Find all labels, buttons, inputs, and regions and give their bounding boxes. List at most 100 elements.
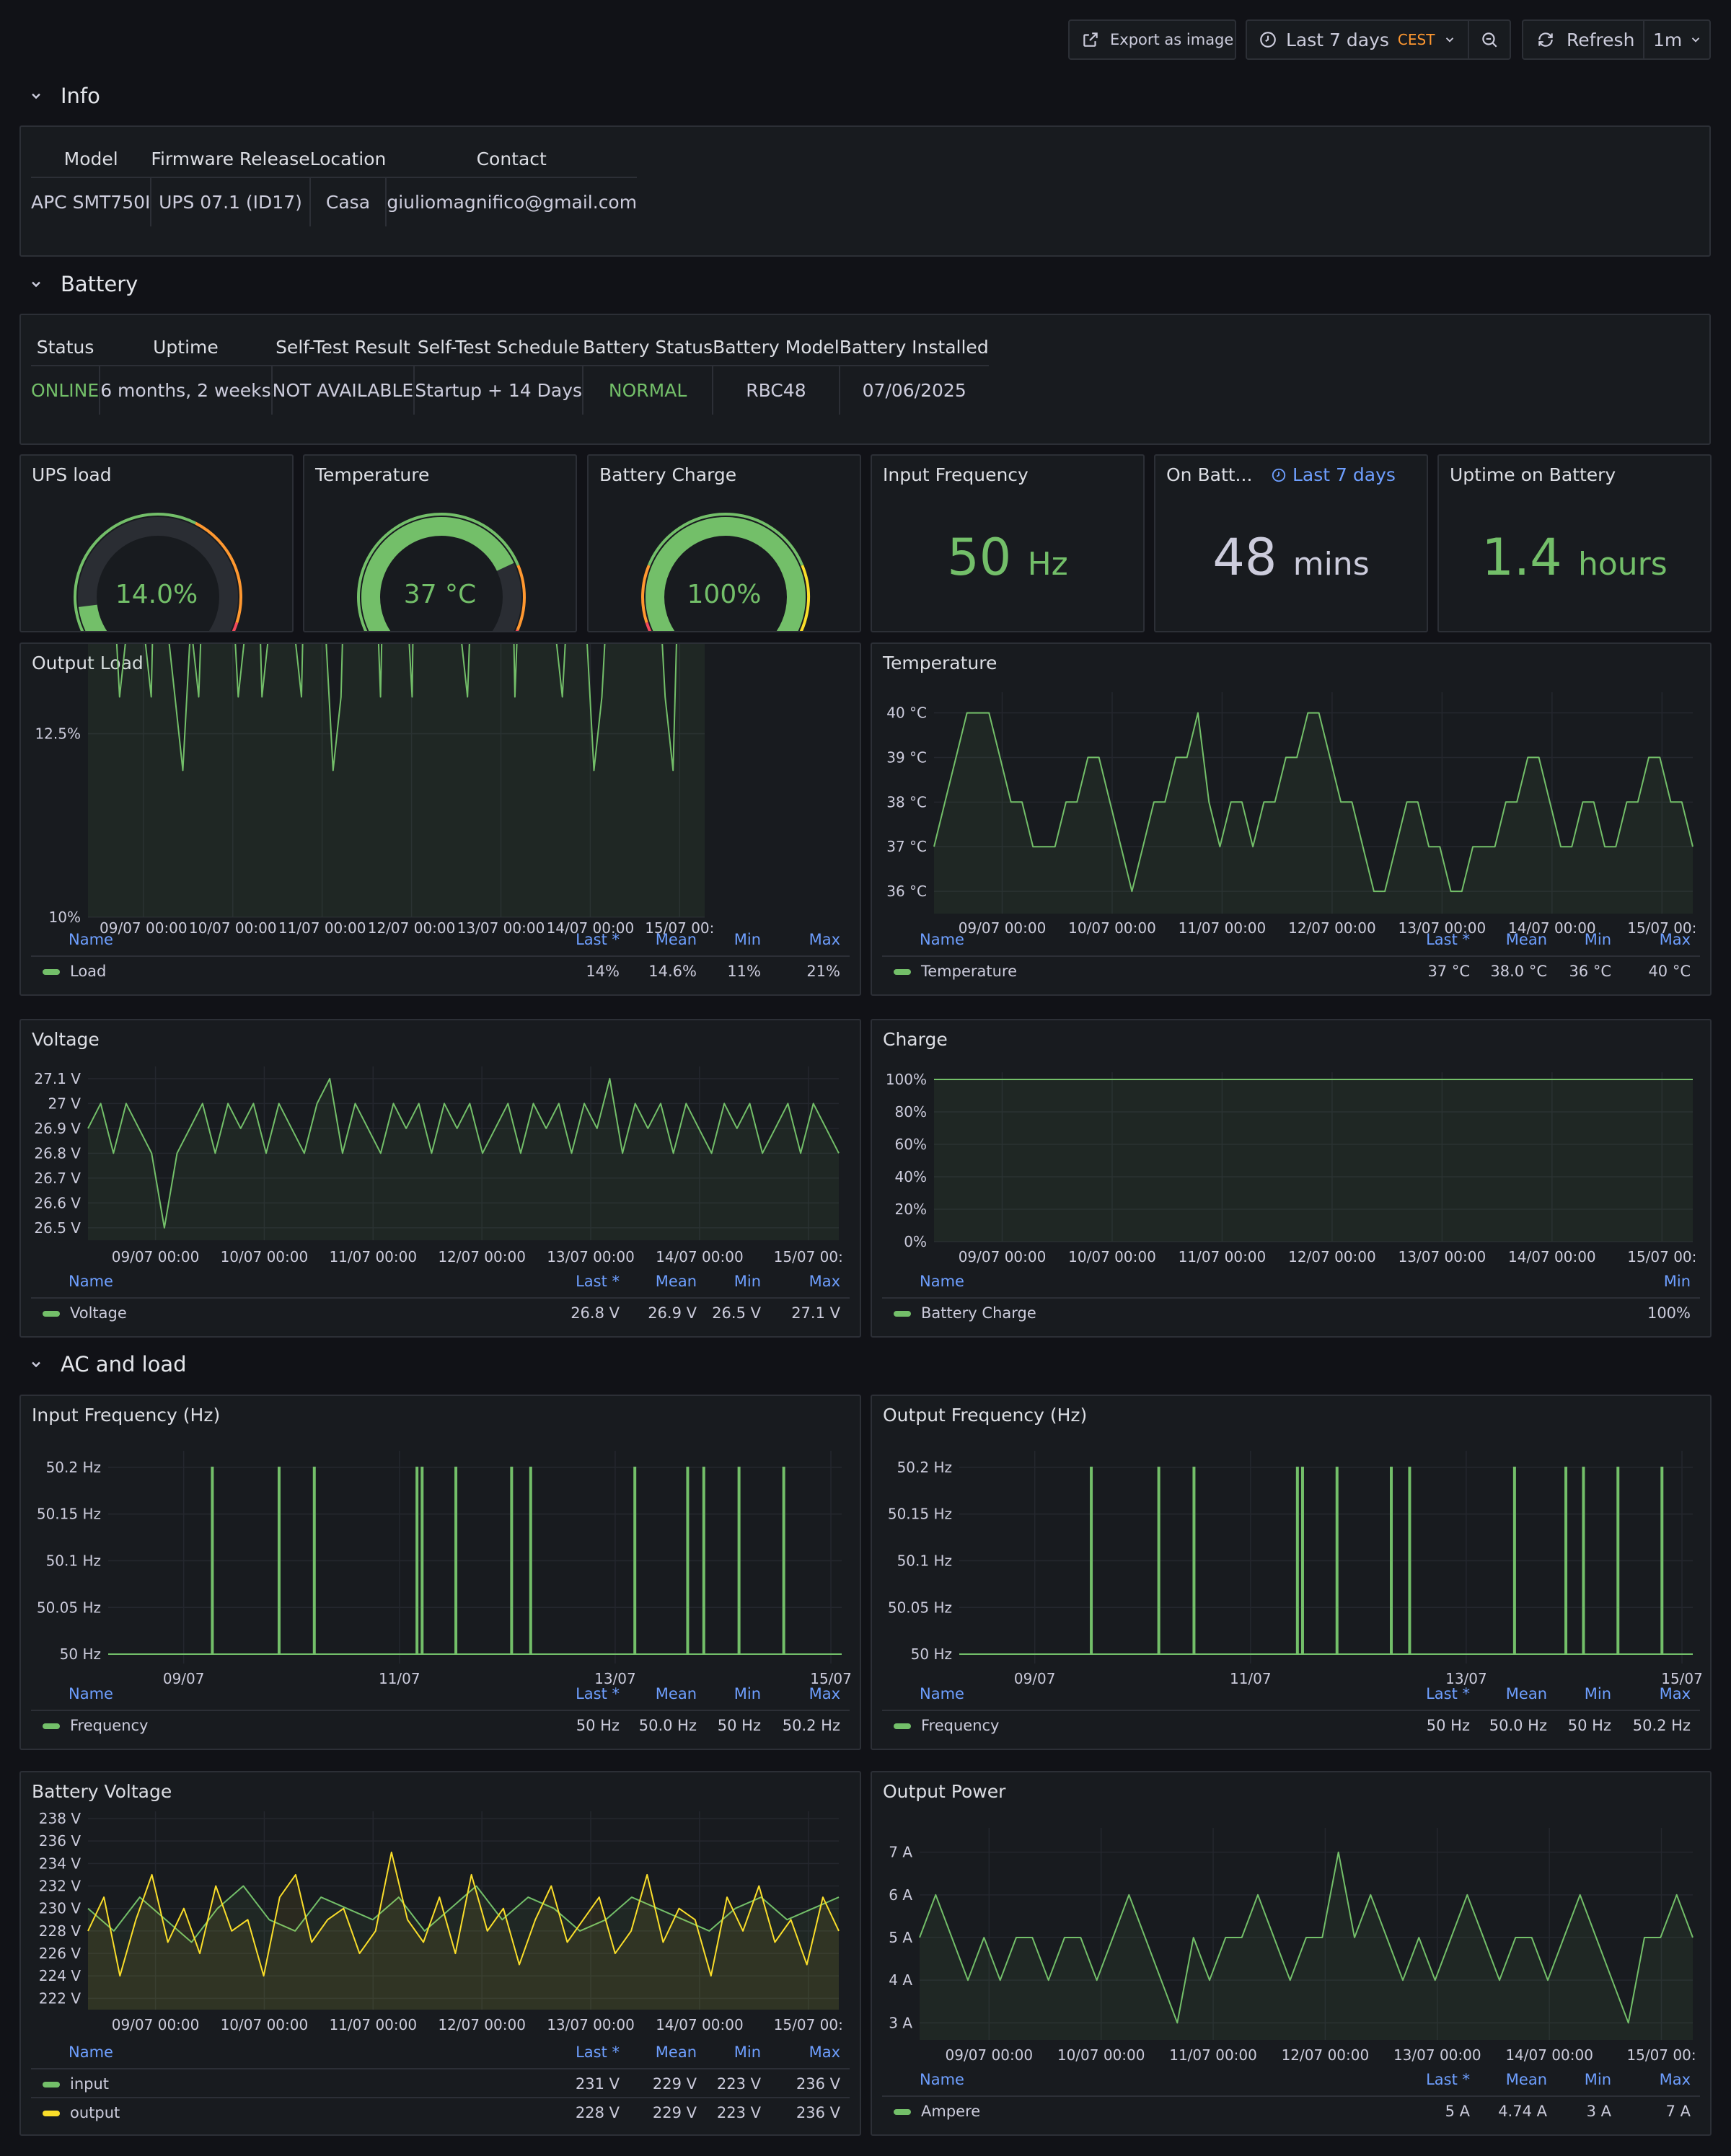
legend-item[interactable]: Load bbox=[43, 963, 106, 980]
time-range-picker[interactable]: Last 7 days CEST bbox=[1246, 19, 1469, 60]
legend-header[interactable]: Min bbox=[734, 931, 761, 948]
legend-swatch bbox=[43, 1723, 60, 1729]
legend-header[interactable]: Mean bbox=[655, 1685, 697, 1702]
series-line bbox=[87, 1885, 840, 1943]
legend-item[interactable]: Frequency bbox=[43, 1717, 149, 1734]
header-model: Model bbox=[31, 141, 151, 178]
y-tick-label: 50.1 Hz bbox=[897, 1552, 952, 1570]
panel-title: Battery Charge bbox=[599, 464, 737, 485]
legend-header-name[interactable]: Name bbox=[69, 1273, 113, 1290]
legend-header-name[interactable]: Name bbox=[69, 931, 113, 948]
series-area bbox=[934, 712, 1693, 914]
legend-header[interactable]: Max bbox=[1659, 931, 1691, 948]
chevron-down-icon bbox=[1692, 37, 1700, 43]
chevron-down-icon bbox=[32, 93, 40, 100]
legend-header[interactable]: Min bbox=[1584, 1685, 1611, 1702]
legend-header-name[interactable]: Name bbox=[69, 1685, 113, 1702]
legend-value: 3 A bbox=[1586, 2103, 1611, 2120]
legend-header[interactable]: Min bbox=[734, 1273, 761, 1290]
row-title: Info bbox=[61, 84, 100, 108]
legend-header[interactable]: Last * bbox=[1426, 2071, 1470, 2088]
x-tick-label: 11/07 bbox=[379, 1670, 420, 1687]
legend-header[interactable]: Min bbox=[1663, 1273, 1691, 1290]
legend-header[interactable]: Last * bbox=[1426, 931, 1470, 948]
legend-item[interactable]: input bbox=[43, 2075, 109, 2093]
panel-title: Voltage bbox=[32, 1029, 100, 1050]
y-tick-label: 224 V bbox=[39, 1967, 82, 1984]
legend-header[interactable]: Last * bbox=[576, 1685, 620, 1702]
uptime-value: 6 months, 2 weeks bbox=[100, 366, 273, 415]
y-tick-label: 50.15 Hz bbox=[37, 1506, 101, 1523]
legend-header[interactable]: Max bbox=[809, 2044, 840, 2061]
self-test-result-value: NOT AVAILABLE bbox=[271, 366, 415, 415]
legend-header[interactable]: Last * bbox=[576, 1273, 620, 1290]
x-tick-label: 09/07 00:00 bbox=[112, 1248, 200, 1265]
timeseries-chart[interactable]: 26.5 V 26.6 V 26.7 V 26.8 V 26.9 V 27 V 27.1 V… bbox=[21, 1020, 861, 1338]
row-ac-and-load[interactable]: AC and load bbox=[29, 1352, 187, 1377]
refresh-icon bbox=[1538, 32, 1553, 47]
header-battery-status: Battery Status bbox=[583, 330, 713, 366]
legend-header[interactable]: Max bbox=[809, 1685, 840, 1702]
legend-header[interactable]: Mean bbox=[655, 2044, 697, 2061]
legend-header[interactable]: Last * bbox=[576, 2044, 620, 2061]
x-tick-label: 14/07 00:00 bbox=[1505, 2046, 1593, 2064]
legend-header[interactable]: Min bbox=[734, 2044, 761, 2061]
export-button[interactable]: Export as image bbox=[1068, 19, 1236, 60]
timeseries-chart[interactable]: 3 A 4 A 5 A 6 A 7 A 09/07 00:00 10/07 00:00 11/… bbox=[872, 1772, 1712, 2136]
legend-item[interactable]: Temperature bbox=[894, 963, 1017, 980]
series-line bbox=[115, 644, 677, 772]
legend-header[interactable]: Min bbox=[1584, 2071, 1611, 2088]
output-power-panel: Output Power 3 A 4 A 5 A 6 A 7 A 09/07 00:00 10… bbox=[871, 1771, 1712, 2136]
y-tick-label: 26.7 V bbox=[34, 1170, 81, 1187]
legend-header-name[interactable]: Name bbox=[69, 2044, 113, 2061]
x-tick-label: 13/07 00:00 bbox=[547, 1248, 635, 1265]
legend-header[interactable]: Last * bbox=[576, 931, 620, 948]
series-line bbox=[919, 1851, 1693, 2024]
panel-title: Output Frequency (Hz) bbox=[883, 1405, 1088, 1426]
legend-swatch bbox=[894, 1723, 911, 1729]
input-frequency-stat-panel: Input Frequency 50 Hz bbox=[871, 454, 1145, 632]
legend-item[interactable]: Frequency bbox=[894, 1717, 1000, 1734]
battery-panel: Status Uptime Self-Test Result Self-Test… bbox=[19, 314, 1711, 445]
timeseries-chart[interactable]: 36 °C 37 °C 38 °C 39 °C 40 °C 09/07 00:00 10/0… bbox=[872, 644, 1712, 996]
legend-header[interactable]: Mean bbox=[655, 931, 697, 948]
legend-header-name[interactable]: Name bbox=[920, 1273, 964, 1290]
legend-item[interactable]: Battery Charge bbox=[894, 1304, 1036, 1322]
timeseries-chart[interactable]: 222 V 224 V 226 V 228 V 230 V 232 V 234 V 236 V… bbox=[21, 1772, 861, 2136]
x-tick-label: 10/07 00:00 bbox=[221, 1248, 309, 1265]
legend-item[interactable]: Voltage bbox=[43, 1304, 127, 1322]
legend-header[interactable]: Mean bbox=[1505, 931, 1547, 948]
legend-header[interactable]: Max bbox=[809, 931, 840, 948]
legend-header[interactable]: Max bbox=[809, 1273, 840, 1290]
legend-header-name[interactable]: Name bbox=[920, 931, 964, 948]
gauge-value: 100% bbox=[687, 580, 762, 609]
gauge-fill bbox=[646, 517, 806, 631]
stat-unit: hours bbox=[1577, 546, 1668, 583]
refresh-interval-picker[interactable]: 1m bbox=[1643, 19, 1711, 60]
row-info[interactable]: Info bbox=[29, 84, 100, 108]
legend-header-name[interactable]: Name bbox=[920, 1685, 964, 1702]
charge-panel: Charge 0% 20% 40% 60% 80% 100% 09/07 00:00 10/07… bbox=[871, 1019, 1712, 1338]
legend-item[interactable]: Ampere bbox=[894, 2103, 980, 2120]
y-tick-label: 50.2 Hz bbox=[897, 1459, 952, 1476]
legend-header-name[interactable]: Name bbox=[920, 2071, 964, 2088]
legend-header[interactable]: Max bbox=[1659, 1685, 1691, 1702]
model-value: APC SMT750I bbox=[31, 177, 152, 226]
refresh-button[interactable]: Refresh bbox=[1522, 19, 1644, 60]
legend-header[interactable]: Mean bbox=[1505, 1685, 1547, 1702]
x-tick-label: 13/07 00:00 bbox=[1399, 1248, 1486, 1265]
row-battery[interactable]: Battery bbox=[29, 272, 138, 296]
legend-header[interactable]: Max bbox=[1659, 2071, 1691, 2088]
legend-header[interactable]: Last * bbox=[1426, 1685, 1470, 1702]
legend-header[interactable]: Min bbox=[1584, 931, 1611, 948]
gauge-fill bbox=[78, 604, 107, 631]
timeseries-chart[interactable]: 0% 20% 40% 60% 80% 100% 09/07 00:00 10/07 00:00… bbox=[872, 1020, 1712, 1338]
timeseries-chart[interactable]: 50 Hz 50.05 Hz 50.1 Hz 50.15 Hz 50.2 Hz 09/07… bbox=[21, 1396, 861, 1750]
legend-header[interactable]: Mean bbox=[655, 1273, 697, 1290]
timeseries-chart[interactable]: 50 Hz 50.05 Hz 50.1 Hz 50.15 Hz 50.2 Hz 09/07… bbox=[872, 1396, 1712, 1750]
zoom-out-button[interactable] bbox=[1468, 19, 1511, 60]
legend-item[interactable]: output bbox=[43, 2104, 120, 2121]
legend-header[interactable]: Min bbox=[734, 1685, 761, 1702]
legend-header[interactable]: Mean bbox=[1505, 2071, 1547, 2088]
